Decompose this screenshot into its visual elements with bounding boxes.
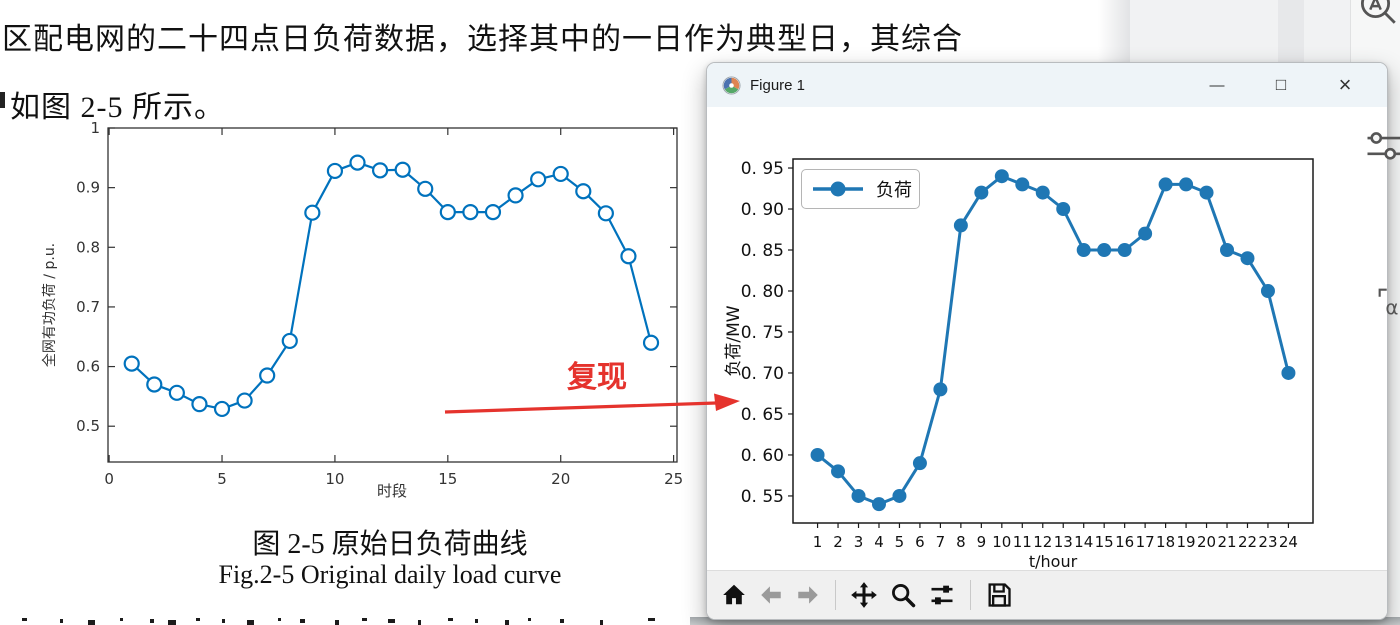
save-floppy-icon [988,583,1011,607]
svg-text:0. 65: 0. 65 [741,405,784,425]
legend-marker [813,181,863,197]
svg-text:2: 2 [833,533,843,551]
svg-text:11: 11 [1013,533,1032,551]
svg-text:全网有功负荷 / p.u.: 全网有功负荷 / p.u. [41,243,58,367]
svg-text:0. 55: 0. 55 [741,487,784,507]
window-title: Figure 1 [750,76,806,94]
svg-text:10: 10 [325,470,344,488]
annotation-arrow: 复现 [444,360,740,414]
pan-button[interactable] [848,579,880,611]
svg-text:0. 75: 0. 75 [741,323,784,343]
svg-text:22: 22 [1238,533,1257,551]
svg-text:0. 60: 0. 60 [741,446,784,466]
configure-subplots-button[interactable] [926,579,958,611]
svg-text:6: 6 [915,533,925,551]
svg-text:19: 19 [1177,533,1196,551]
svg-text:5: 5 [217,470,227,488]
legend-label: 负荷 [876,180,912,200]
svg-text:25: 25 [664,470,683,488]
figure-toolbar [707,570,1387,619]
zoom-button[interactable] [887,579,919,611]
toolbar-separator [835,580,836,610]
clipped-text-line [0,617,690,625]
bottom-shadow-strip [690,617,1400,625]
figure-window: Figure 1 — □ × 1 2 3 4 5 6 7 8 9 10 11 12 13 14 15 16 17… [706,62,1388,620]
figure-caption-zh: 图 2-5 原始日负荷曲线 [252,529,528,560]
svg-text:0: 0 [104,470,114,488]
svg-text:3: 3 [854,533,864,551]
svg-text:15: 15 [1095,533,1114,551]
mpl-chart: 1 2 3 4 5 6 7 8 9 10 11 12 13 14 15 16 17 18 19 20 21 22 23 240… [724,158,1314,571]
forward-button[interactable] [793,580,823,610]
svg-text:0.8: 0.8 [76,238,100,256]
svg-text:20: 20 [551,470,570,488]
find-text-icon[interactable] [1358,0,1400,28]
figure-caption-en: Fig.2-5 Original daily load curve [218,560,562,589]
svg-text:0.5: 0.5 [76,417,100,435]
toolbar-separator [970,580,971,610]
svg-text:0.6: 0.6 [76,358,100,376]
pan-icon [851,582,877,608]
svg-text:4: 4 [874,533,884,551]
legend: 负荷 [801,169,920,209]
svg-text:20: 20 [1197,533,1216,551]
svg-text:16: 16 [1115,533,1134,551]
svg-text:1: 1 [90,119,100,137]
back-arrow-icon [761,586,781,604]
svg-text:0. 95: 0. 95 [741,159,784,179]
svg-text:0.9: 0.9 [76,179,100,197]
svg-text:15: 15 [438,470,457,488]
svg-text:时段: 时段 [377,482,407,500]
document-paragraph-line2: 如图 2-5 所示。 [10,91,225,124]
annotation-label: 复现 [567,360,627,395]
alpha-tool-icon[interactable]: α [1374,284,1400,318]
forward-arrow-icon [798,586,818,604]
svg-text:0. 80: 0. 80 [741,282,784,302]
window-titlebar[interactable]: Figure 1 — □ × [707,63,1387,107]
minimize-button[interactable]: — [1209,76,1225,94]
clipped-character-fragment [0,92,5,108]
svg-text:负荷/MW: 负荷/MW [724,305,744,376]
figure-canvas-area: 1 2 3 4 5 6 7 8 9 10 11 12 13 14 15 16 17 18 19 20 21 22 23 24 0… [707,107,1387,571]
svg-text:14: 14 [1074,533,1093,551]
svg-text:1: 1 [813,533,823,551]
svg-text:8: 8 [956,533,966,551]
svg-text:17: 17 [1136,533,1155,551]
save-button[interactable] [983,579,1015,611]
svg-text:0. 85: 0. 85 [741,241,784,261]
home-icon [723,584,745,605]
svg-text:21: 21 [1217,533,1236,551]
magnifier-icon [892,584,916,608]
svg-text:10: 10 [992,533,1011,551]
svg-text:0. 90: 0. 90 [741,200,784,220]
svg-text:t/hour: t/hour [1029,552,1078,571]
document-paragraph-line1: 区配电网的二十四点日负荷数据，选择其中的一日作为典型日，其综合 [2,23,963,56]
back-button[interactable] [756,580,786,610]
sliders-icon [931,585,953,605]
maximize-button[interactable]: □ [1275,75,1287,94]
matplotlib-logo-icon [722,75,741,95]
svg-text:5: 5 [895,533,905,551]
home-button[interactable] [719,580,749,610]
svg-text:13: 13 [1054,533,1073,551]
close-button[interactable]: × [1338,72,1352,97]
svg-text:9: 9 [977,533,987,551]
svg-text:0.7: 0.7 [76,298,100,316]
svg-text:12: 12 [1033,533,1052,551]
svg-text:18: 18 [1156,533,1175,551]
svg-text:0. 70: 0. 70 [741,364,784,384]
svg-text:24: 24 [1279,533,1298,551]
adjust-sliders-icon[interactable] [1364,124,1400,166]
svg-text:α: α [1385,296,1398,318]
svg-text:23: 23 [1258,533,1277,551]
svg-text:7: 7 [936,533,946,551]
